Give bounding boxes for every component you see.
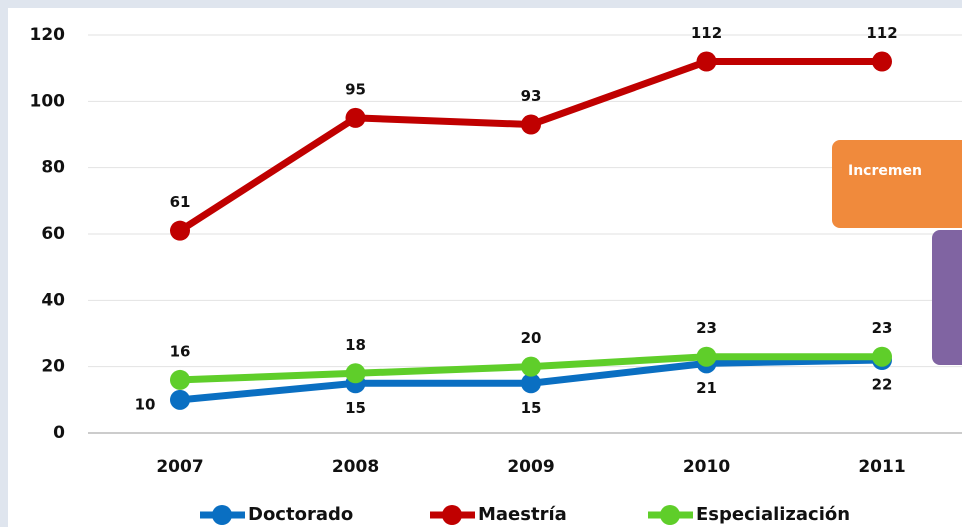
data-label: 22 bbox=[872, 376, 893, 394]
y-tick-label: 20 bbox=[41, 357, 65, 377]
data-label: 15 bbox=[345, 399, 366, 417]
data-point bbox=[345, 363, 366, 384]
data-point bbox=[872, 346, 892, 367]
data-point bbox=[696, 346, 717, 367]
data-point bbox=[521, 356, 541, 377]
annotation-box bbox=[832, 140, 962, 228]
data-point bbox=[170, 220, 190, 241]
plot-background bbox=[8, 8, 962, 527]
y-tick-label: 100 bbox=[30, 91, 66, 111]
data-point bbox=[345, 107, 366, 128]
data-label: 15 bbox=[521, 399, 542, 417]
data-point bbox=[521, 373, 541, 394]
data-label: 61 bbox=[170, 193, 191, 211]
y-tick-label: 60 bbox=[41, 224, 65, 244]
data-label: 20 bbox=[521, 329, 542, 347]
data-point bbox=[696, 51, 717, 72]
data-label: 10 bbox=[135, 395, 156, 413]
legend-marker bbox=[212, 505, 232, 525]
legend-label: Especialización bbox=[696, 504, 850, 525]
y-tick-label: 40 bbox=[41, 290, 65, 310]
data-label: 93 bbox=[521, 87, 542, 105]
data-label: 23 bbox=[696, 319, 717, 337]
legend-label: Maestría bbox=[478, 504, 567, 525]
data-label: 95 bbox=[345, 80, 366, 98]
data-label: 21 bbox=[696, 379, 717, 397]
x-tick-label: 2010 bbox=[683, 457, 730, 477]
data-label: 18 bbox=[345, 336, 366, 354]
data-point bbox=[872, 51, 892, 72]
y-tick-label: 120 bbox=[30, 25, 66, 45]
data-label: 23 bbox=[872, 319, 893, 337]
annotation-box-2 bbox=[932, 230, 962, 365]
data-label: 112 bbox=[691, 24, 722, 42]
y-tick-label: 0 bbox=[53, 423, 65, 443]
y-tick-label: 80 bbox=[41, 158, 65, 178]
data-point bbox=[170, 369, 190, 390]
data-point bbox=[521, 114, 541, 135]
legend-marker bbox=[660, 505, 680, 525]
legend-label: Doctorado bbox=[248, 504, 353, 525]
data-label: 112 bbox=[866, 24, 897, 42]
data-point bbox=[170, 389, 190, 410]
x-tick-label: 2008 bbox=[332, 457, 379, 477]
x-tick-label: 2007 bbox=[156, 457, 203, 477]
x-tick-label: 2011 bbox=[858, 457, 905, 477]
annotation-text: Incremen bbox=[848, 163, 922, 179]
legend-marker bbox=[442, 505, 462, 525]
x-tick-label: 2009 bbox=[507, 457, 554, 477]
data-label: 16 bbox=[170, 342, 191, 360]
